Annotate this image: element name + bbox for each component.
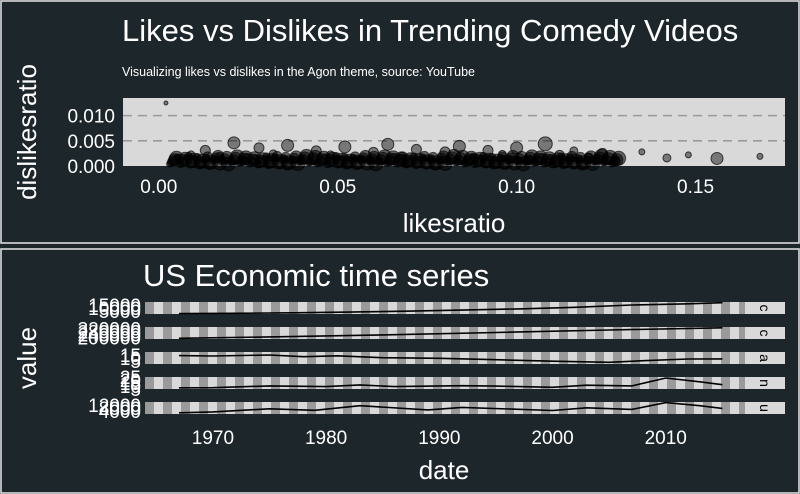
scatter-y-tick-label: 0.000: [67, 157, 115, 178]
facet-strip-label: a: [757, 354, 773, 362]
scatter-point: [497, 149, 507, 159]
scatter-x-tick-label: 0.15: [677, 177, 714, 198]
timeseries-y-axis-label: value: [12, 327, 42, 389]
scatter-point: [510, 141, 524, 155]
timeseries-title: US Economic time series: [143, 258, 489, 293]
facet-y-tick-label: 10: [120, 349, 141, 370]
facet-strip-label: u: [757, 404, 773, 412]
scatter-point: [662, 153, 672, 163]
scatter-point: [163, 100, 169, 106]
scatter-point: [397, 151, 407, 161]
scatter-point: [298, 154, 306, 162]
facet-y-tick-label: 15: [120, 374, 141, 395]
scatter-point: [215, 151, 225, 161]
scatter-point: [569, 146, 579, 156]
facet-strip-label: c: [757, 330, 773, 337]
scatter-x-tick-label: 0.00: [140, 177, 177, 198]
facet-y-tick-label: 240000: [78, 326, 141, 347]
facet-strip: [745, 377, 785, 389]
scatter-point: [367, 146, 379, 158]
scatter-point: [554, 149, 566, 161]
scatter-point: [326, 150, 336, 160]
scatter-point: [710, 151, 724, 165]
timeseries-x-tick-label: 1970: [192, 428, 234, 449]
series-line-unemploy: [178, 401, 723, 414]
facet-y-tick-label: 15000: [88, 296, 141, 317]
series-line-pop: [178, 327, 723, 340]
scatter-point: [452, 139, 466, 153]
scatter-panel: Likes vs Dislikes in Trending Comedy Vid…: [0, 0, 800, 244]
scatter-point: [427, 156, 435, 164]
facet-y-tick-label: 8000: [99, 399, 141, 420]
scatter-point: [253, 142, 265, 154]
scatter-point: [756, 152, 764, 160]
scatter-point: [199, 144, 211, 156]
facet-y-tick-label: 5: [130, 352, 141, 373]
scatter-point: [527, 155, 535, 163]
scatter-y-tick-label: 0.005: [67, 132, 115, 153]
facet-y-tick-label: 320000: [78, 320, 141, 341]
timeseries-x-axis-label: date: [419, 455, 470, 485]
facet-y-tick-label: 200000: [78, 329, 141, 350]
scatter-point: [613, 155, 621, 163]
facet-y-tick-label: 4000: [99, 402, 141, 423]
facet-strip: [745, 352, 785, 364]
scatter-subtitle: Visualizing likes vs dislikes in the Ago…: [122, 65, 475, 79]
facet-y-tick-label: 12000: [88, 396, 141, 417]
scatter-point: [241, 156, 249, 164]
facet-strip-label: n: [757, 379, 773, 387]
scatter-x-tick-label: 0.10: [498, 177, 535, 198]
facet-strip: [745, 302, 785, 314]
scatter-point: [638, 148, 646, 156]
facet-y-tick-label: 15: [120, 346, 141, 367]
facet-y-tick-label: 280000: [78, 323, 141, 344]
timeseries-x-tick-label: 1990: [418, 428, 460, 449]
scatter-point: [173, 154, 181, 162]
facet-y-tick-label: 5: [130, 380, 141, 401]
facet-strip-label: c: [757, 305, 773, 312]
timeseries-x-tick-label: 2000: [531, 428, 573, 449]
scatter-point: [469, 152, 479, 162]
facet-y-tick-label: 10000: [88, 299, 141, 320]
scatter-point: [537, 136, 553, 152]
scatter-point: [439, 146, 451, 158]
scatter-point: [684, 151, 692, 159]
scatter-point: [381, 137, 395, 151]
facet-y-tick-label: 25: [120, 368, 141, 389]
facet-y-tick-label: 20: [120, 371, 141, 392]
scatter-point: [338, 140, 352, 154]
scatter-y-tick-label: 0.010: [67, 107, 115, 128]
scatter-point: [268, 149, 278, 159]
series-line-uempmed: [178, 377, 723, 389]
facet-strip: [745, 402, 785, 414]
facet-strip: [745, 327, 785, 339]
scatter-point: [310, 145, 322, 157]
scatter-x-axis-label: likesratio: [403, 208, 506, 238]
scatter-title: Likes vs Dislikes in Trending Comedy Vid…: [122, 13, 738, 48]
timeseries-x-tick-label: 2010: [645, 428, 687, 449]
scatter-point: [597, 147, 609, 159]
series-line-pce: [178, 301, 723, 315]
series-line-psavert: [178, 354, 723, 364]
scatter-point: [186, 150, 196, 160]
scatter-y-axis-label: dislikesratio: [12, 64, 42, 200]
scatter-point: [355, 155, 363, 163]
scatter-point: [482, 144, 494, 156]
timeseries-panel: US Economic time series c15000100005000c…: [0, 248, 800, 494]
facet-y-tick-label: 5000: [99, 302, 141, 323]
scatter-point: [281, 138, 295, 152]
timeseries-x-tick-label: 1980: [305, 428, 347, 449]
scatter-point: [410, 143, 422, 155]
scatter-point: [583, 152, 593, 162]
scatter-x-tick-label: 0.05: [319, 177, 356, 198]
facet-y-tick-label: 10: [120, 377, 141, 398]
scatter-point: [227, 136, 241, 150]
